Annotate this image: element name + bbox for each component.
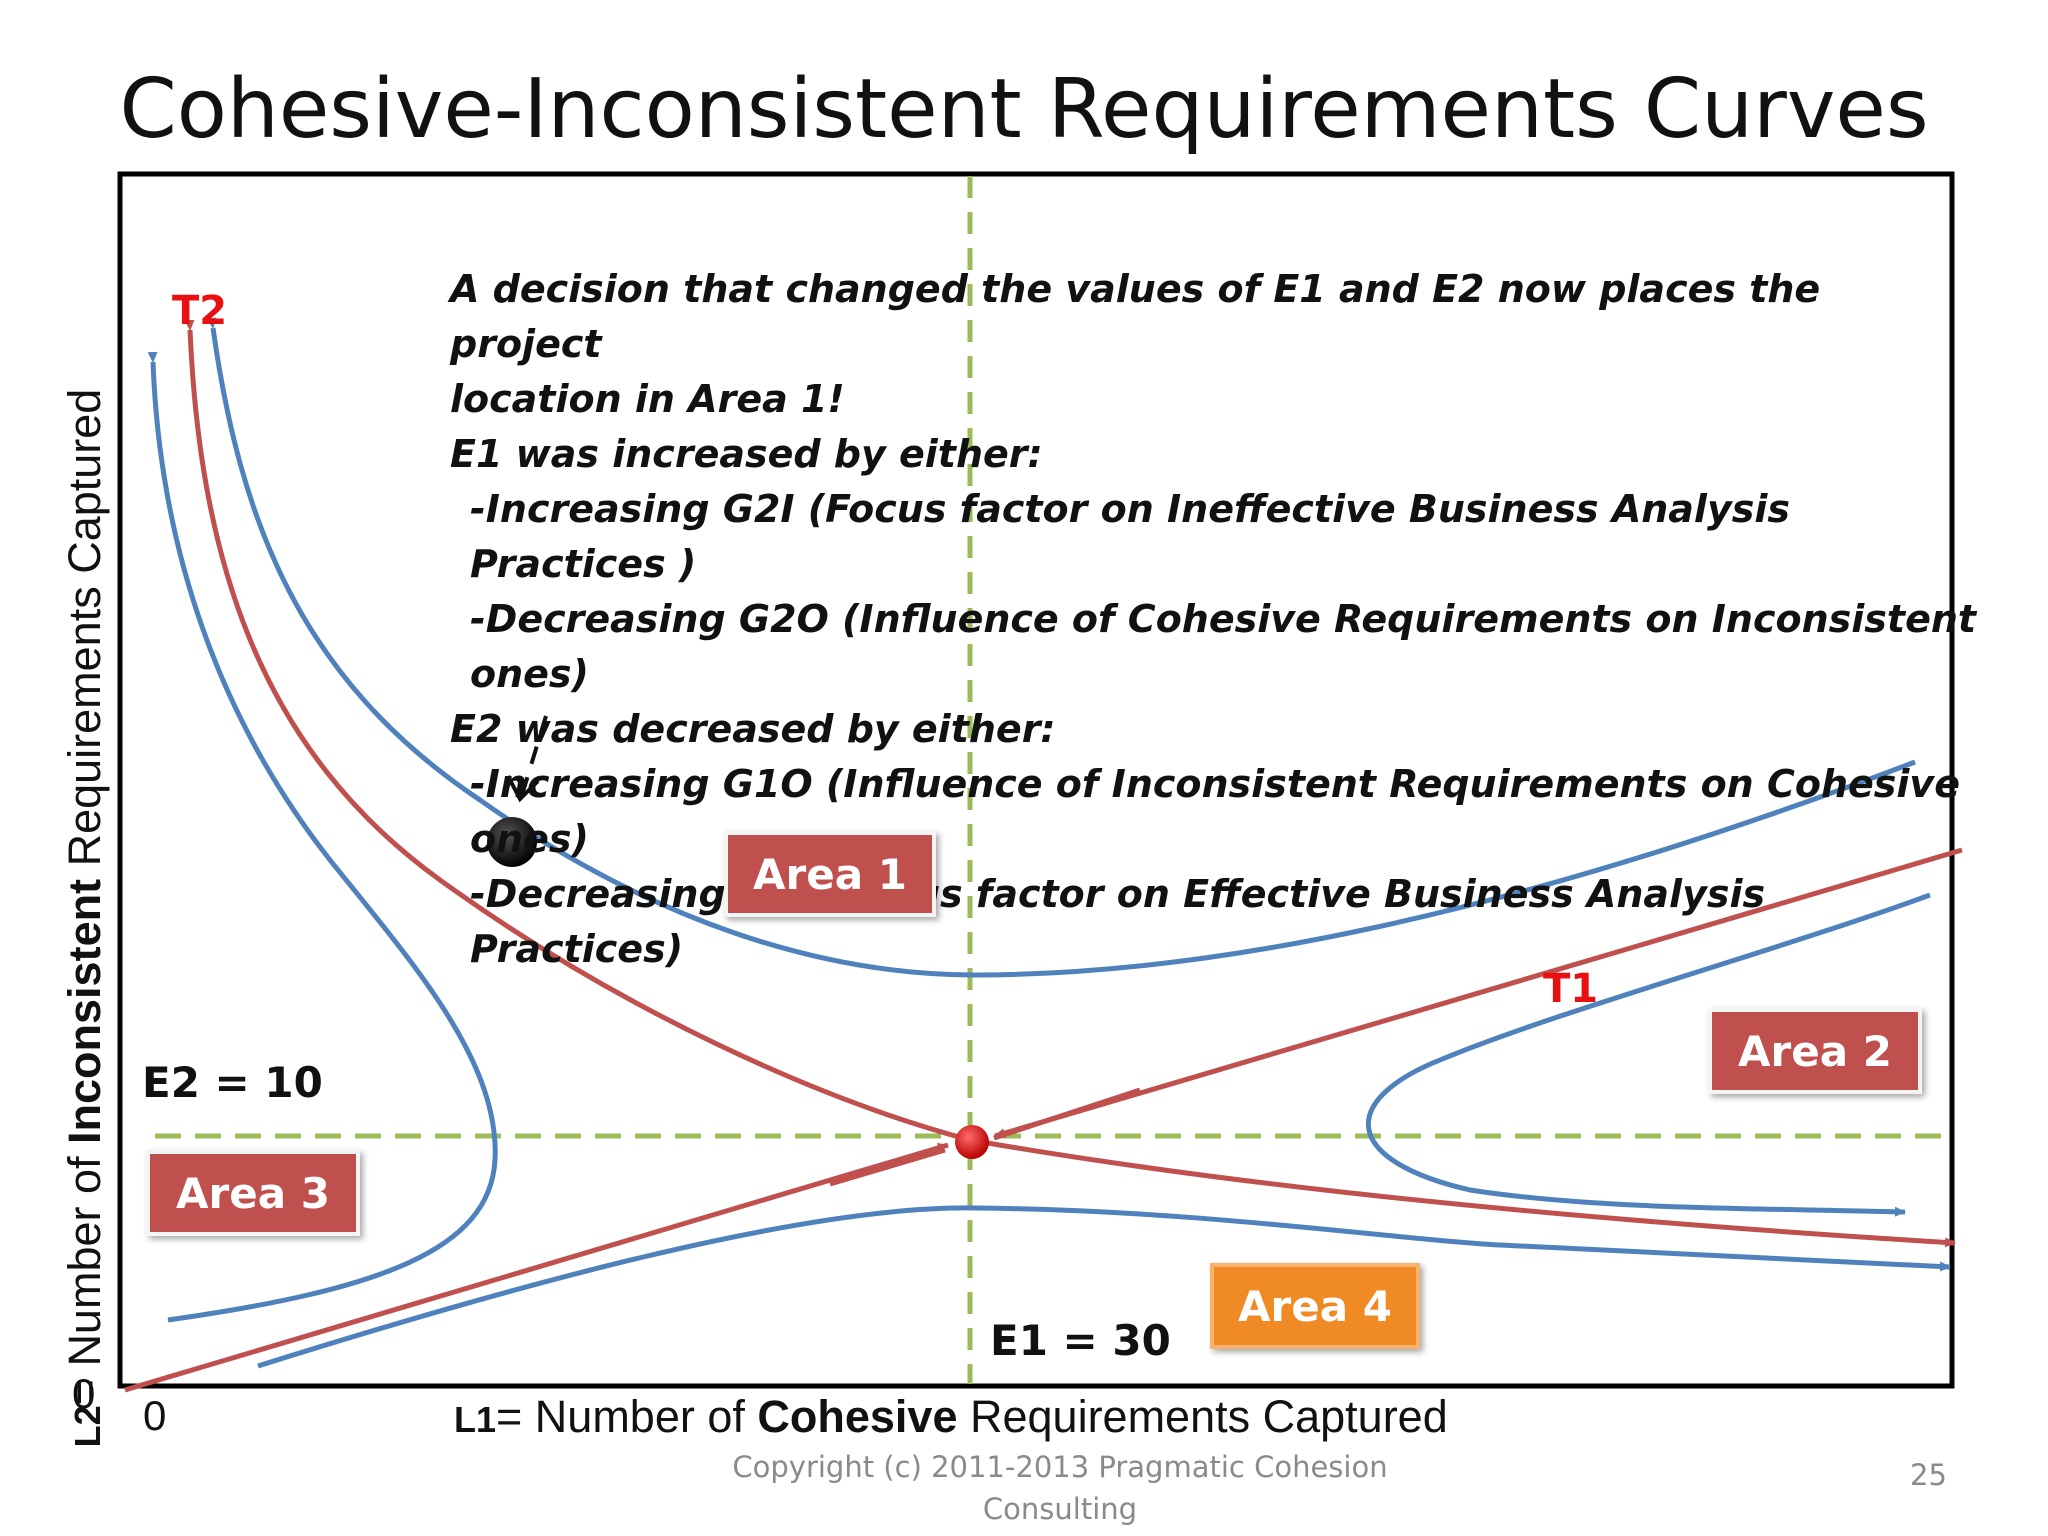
page-number: 25 bbox=[1910, 1458, 1947, 1492]
copyright-line: Copyright (c) 2011-2013 Pragmatic Cohesi… bbox=[732, 1450, 1388, 1484]
red-curve-e2-right bbox=[969, 1137, 1956, 1248]
y-axis-title: L2= Number of Inconsistent Requirements … bbox=[59, 368, 111, 1468]
x-axis-title: L1= Number of Cohesive Requirements Capt… bbox=[454, 1391, 1448, 1443]
area-4-label: Area 4 bbox=[1210, 1263, 1420, 1349]
y-axis-prefix: = Number of bbox=[59, 1143, 110, 1406]
e2-label: E2 = 10 bbox=[142, 1058, 323, 1107]
note-line: location in Area 1! bbox=[450, 377, 845, 421]
note-line: -Decreasing G2O (Influence of Cohesive R… bbox=[470, 597, 1977, 696]
area-2-label: Area 2 bbox=[1708, 1008, 1922, 1094]
annotation-note: A decision that changed the values of E1… bbox=[450, 262, 1980, 977]
red-curve-t2 bbox=[184, 319, 971, 1143]
x-origin-label: 0 bbox=[143, 1392, 167, 1439]
blue-curve-area4 bbox=[257, 1205, 1951, 1369]
area-1-label: Area 1 bbox=[724, 831, 936, 917]
note-line: -Increasing G2I (Focus factor on Ineffec… bbox=[470, 487, 1790, 586]
e1-label: E1 = 30 bbox=[990, 1316, 1171, 1365]
y-axis-suffix: Requirements Captured bbox=[59, 388, 110, 879]
note-line: E1 was increased by either: bbox=[450, 432, 1043, 476]
slide-title: Cohesive-Inconsistent Requirements Curve… bbox=[119, 62, 1929, 157]
plot-frame bbox=[117, 171, 1955, 1389]
blue-curve-area1 bbox=[206, 317, 1916, 978]
pointer-arrow bbox=[520, 715, 548, 796]
t2-label: T2 bbox=[172, 288, 228, 334]
red-curve-origin bbox=[124, 1142, 949, 1393]
equilibrium-dot bbox=[955, 1125, 989, 1159]
copyright-footer: Copyright (c) 2011-2013 Pragmatic Cohesi… bbox=[700, 1446, 1420, 1530]
x-axis-strong: Cohesive bbox=[757, 1391, 958, 1442]
note-line: A decision that changed the values of E1… bbox=[450, 267, 1821, 366]
y-axis-strong: Inconsistent bbox=[59, 878, 110, 1144]
y-origin-label: 0 bbox=[72, 1370, 96, 1417]
red-curve-t1 bbox=[994, 847, 1963, 1139]
note-line: -Decreasing G1I (Focus factor on Effecti… bbox=[470, 872, 1766, 971]
x-axis-suffix: Requirements Captured bbox=[957, 1391, 1448, 1442]
pointer-arrowhead bbox=[506, 775, 540, 803]
note-line: E2 was decreased by either: bbox=[450, 707, 1056, 751]
copyright-line: Consulting bbox=[982, 1492, 1138, 1526]
area-3-label: Area 3 bbox=[146, 1150, 360, 1236]
x-axis-prefix: = Number of bbox=[496, 1391, 758, 1442]
t1-label: T1 bbox=[1543, 966, 1599, 1012]
x-axis-symbol: L1 bbox=[454, 1399, 497, 1440]
note-line: -Increasing G1O (Influence of Inconsiste… bbox=[470, 762, 1960, 861]
project-location-dot bbox=[487, 817, 537, 867]
blue-curve-area2 bbox=[1366, 892, 1931, 1217]
blue-curve-area3 bbox=[147, 351, 498, 1323]
